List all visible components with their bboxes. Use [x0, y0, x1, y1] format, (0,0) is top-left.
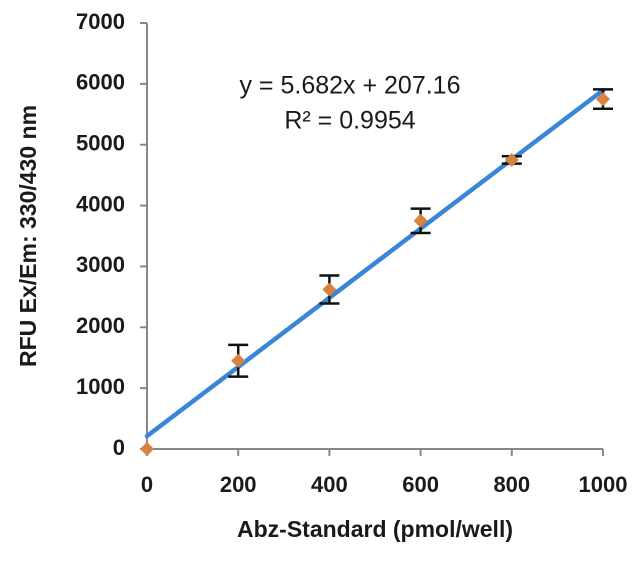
x-tick-label: 600	[402, 472, 439, 497]
trendline	[144, 88, 606, 439]
trendline-equation: y = 5.682x + 207.16	[239, 72, 460, 100]
data-point	[413, 213, 428, 228]
x-tick-label: 1000	[579, 472, 628, 497]
y-tick-label: 7000	[76, 9, 125, 34]
x-tick-label: 200	[220, 472, 257, 497]
x-tick-label: 0	[141, 472, 153, 497]
y-tick-label: 4000	[76, 191, 125, 216]
x-tick-label: 800	[493, 472, 530, 497]
x-axis-title: Abz-Standard (pmol/well)	[237, 516, 513, 542]
data-point	[322, 282, 337, 297]
data-point	[504, 152, 519, 167]
y-tick-label: 0	[113, 435, 125, 460]
data-point	[140, 442, 154, 456]
y-tick-label: 6000	[76, 70, 125, 95]
x-tick-label: 400	[311, 472, 348, 497]
y-tick-label: 1000	[76, 374, 125, 399]
y-tick-label: 2000	[76, 313, 125, 338]
data-point	[231, 353, 246, 368]
y-tick-label: 3000	[76, 252, 125, 277]
y-axis-title: RFU Ex/Em: 330/430 nm	[15, 105, 41, 367]
data-point	[596, 92, 610, 107]
y-tick-label: 5000	[76, 131, 125, 156]
r-squared: R² = 0.9954	[284, 107, 415, 135]
